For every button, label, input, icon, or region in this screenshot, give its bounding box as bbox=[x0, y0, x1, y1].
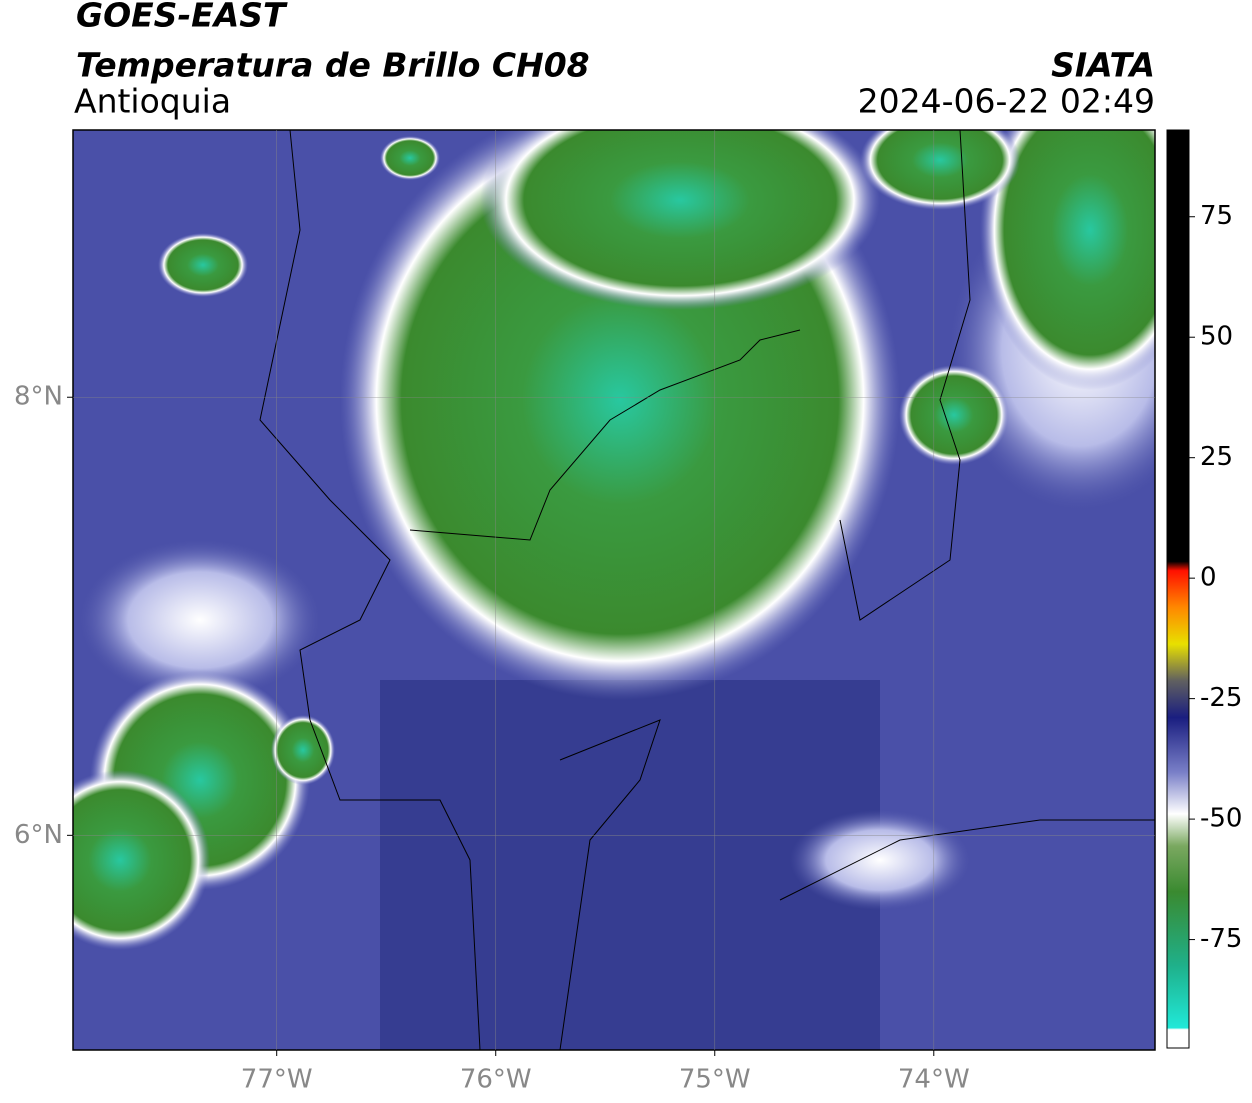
y-tick-label: 6°N bbox=[14, 820, 63, 850]
source: SIATA bbox=[1051, 46, 1155, 85]
y-tick-label: 8°N bbox=[14, 382, 63, 412]
region: Antioquia bbox=[74, 82, 231, 121]
x-tick-label: 74°W bbox=[898, 1065, 970, 1095]
x-tick-label: 75°W bbox=[679, 1065, 751, 1095]
title: GOES-EAST bbox=[76, 0, 288, 35]
colorbar-tick-label: -50 bbox=[1200, 804, 1242, 834]
colorbar-tick-label: 25 bbox=[1200, 442, 1233, 472]
colorbar-tick-label: -75 bbox=[1200, 924, 1242, 954]
datetime: 2024-06-22 02:49 bbox=[858, 82, 1155, 121]
map-frame bbox=[72, 129, 1156, 1051]
colorbar-tick-label: -25 bbox=[1200, 683, 1242, 713]
colorbar-tick-label: 75 bbox=[1200, 201, 1233, 231]
x-tick-label: 77°W bbox=[241, 1065, 313, 1095]
colorbar-tick-label: 0 bbox=[1200, 563, 1217, 593]
subtitle: Temperatura de Brillo CH08 bbox=[76, 46, 590, 85]
colorbar bbox=[1166, 129, 1190, 1049]
satellite-image bbox=[73, 130, 1155, 1050]
x-tick-label: 76°W bbox=[460, 1065, 532, 1095]
colorbar-tick-label: 50 bbox=[1200, 322, 1233, 352]
